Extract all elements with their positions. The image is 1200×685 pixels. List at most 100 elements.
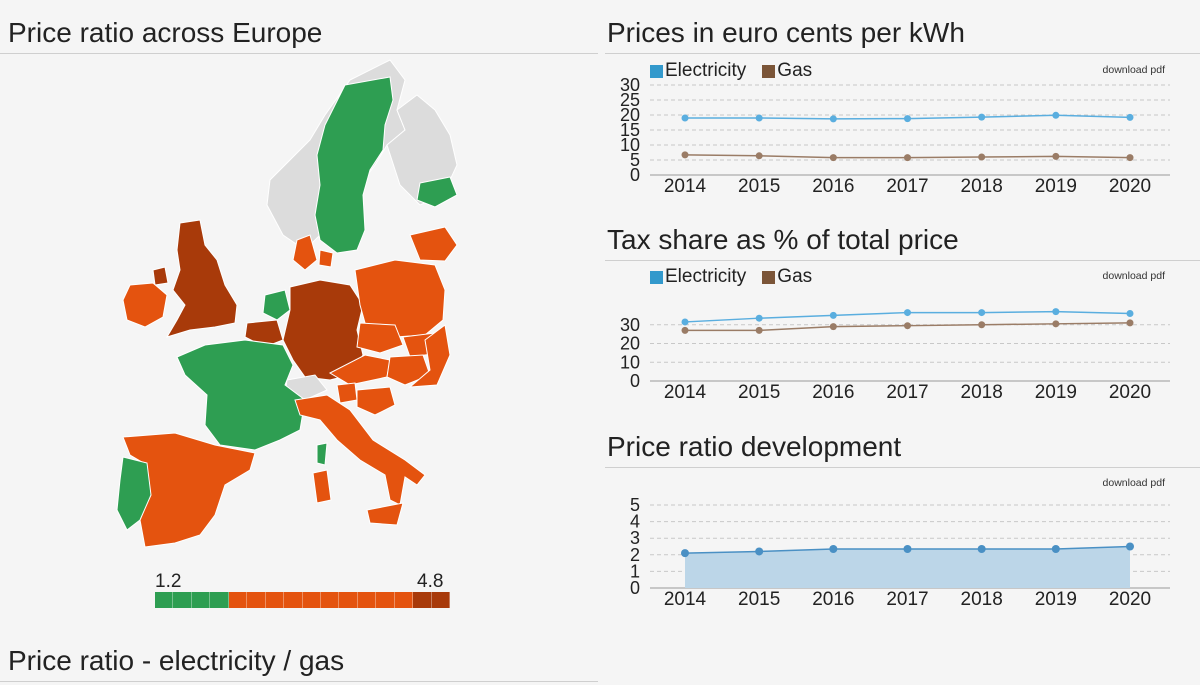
map-region-czechia[interactable] bbox=[356, 322, 404, 354]
y-tick-label: 1 bbox=[630, 561, 640, 581]
x-tick-label: 2020 bbox=[1109, 382, 1151, 403]
prices-chart-title: Prices in euro cents per kWh bbox=[607, 17, 965, 48]
gas-swatch bbox=[762, 270, 776, 284]
ratio-map-rule bbox=[0, 681, 598, 682]
legend-electricity[interactable]: Electricity bbox=[650, 60, 746, 82]
map-region-baltics[interactable] bbox=[416, 176, 458, 208]
electricity-point bbox=[681, 318, 689, 326]
map-region-lithuania[interactable] bbox=[409, 226, 458, 262]
x-tick-label: 2014 bbox=[664, 382, 707, 403]
gas-point bbox=[681, 151, 689, 159]
map-region-croatia[interactable] bbox=[356, 386, 396, 416]
ratio-chart-title: Price ratio development bbox=[607, 431, 902, 462]
x-tick-label: 2015 bbox=[738, 176, 780, 197]
y-tick-label: 10 bbox=[620, 352, 640, 372]
electricity-point bbox=[978, 309, 986, 317]
map-region-corsica[interactable] bbox=[316, 442, 328, 466]
y-tick-label: 0 bbox=[630, 165, 640, 185]
scale-segment bbox=[320, 592, 340, 608]
gas-point bbox=[1126, 319, 1134, 327]
download-pdf-link[interactable]: download pdf bbox=[1102, 477, 1165, 489]
x-tick-label: 2020 bbox=[1109, 589, 1151, 610]
ratio-point bbox=[755, 547, 764, 556]
y-tick-label: 5 bbox=[630, 150, 640, 170]
legend-electricity-label: Electricity bbox=[665, 266, 747, 287]
y-tick-label: 0 bbox=[630, 578, 640, 598]
scale-segment bbox=[210, 592, 229, 608]
electricity-point bbox=[829, 115, 837, 123]
x-tick-label: 2018 bbox=[961, 589, 1003, 610]
europe-map-svg bbox=[116, 59, 458, 548]
x-tick-label: 2018 bbox=[961, 382, 1003, 403]
ratio-map-title: Price ratio - electricity / gas bbox=[8, 645, 345, 676]
legend-gas[interactable]: Gas bbox=[762, 266, 812, 288]
ratio-area bbox=[685, 546, 1130, 588]
y-tick-label: 25 bbox=[620, 90, 640, 110]
x-tick-label: 2014 bbox=[664, 176, 707, 197]
scale-segment bbox=[265, 592, 285, 608]
europe-map[interactable] bbox=[105, 55, 485, 555]
y-tick-label: 4 bbox=[630, 512, 640, 532]
scale-segment bbox=[357, 592, 377, 608]
gas-point bbox=[904, 154, 911, 162]
electricity-point bbox=[755, 114, 763, 122]
tax-chart-title: Tax share as % of total price bbox=[607, 224, 959, 255]
gas-point bbox=[978, 321, 986, 329]
scale-segment bbox=[376, 592, 395, 608]
map-region-romania[interactable] bbox=[408, 324, 451, 388]
electricity-point bbox=[904, 115, 911, 123]
scale-segment bbox=[247, 592, 266, 608]
y-tick-label: 15 bbox=[620, 120, 640, 140]
gas-point bbox=[978, 153, 986, 161]
map-region-slovenia[interactable] bbox=[336, 382, 358, 404]
scale-segment bbox=[228, 592, 248, 608]
x-tick-label: 2019 bbox=[1035, 176, 1077, 197]
ratio-point bbox=[829, 544, 838, 553]
ratio-point bbox=[1126, 542, 1134, 551]
legend-gas-label: Gas bbox=[777, 266, 813, 287]
gas-point bbox=[829, 154, 837, 162]
map-region-france[interactable] bbox=[176, 339, 306, 451]
map-region-denmark-isle[interactable] bbox=[318, 249, 334, 268]
map-region-poland[interactable] bbox=[354, 259, 446, 338]
x-tick-label: 2016 bbox=[812, 589, 854, 610]
x-tick-label: 2017 bbox=[886, 589, 928, 610]
map-region-italy[interactable] bbox=[294, 394, 426, 506]
scale-segment bbox=[173, 592, 192, 608]
x-tick-label: 2015 bbox=[738, 589, 780, 610]
tax-legend: Electricity Gas bbox=[650, 266, 824, 288]
map-region-sweden[interactable] bbox=[314, 76, 394, 254]
map-region-uk[interactable] bbox=[165, 219, 238, 338]
electricity-swatch bbox=[650, 64, 663, 78]
map-region-northern-ireland[interactable] bbox=[152, 266, 169, 286]
map-region-netherlands[interactable] bbox=[262, 289, 291, 321]
download-pdf-link[interactable]: download pdf bbox=[1102, 270, 1165, 282]
gas-point bbox=[829, 323, 837, 331]
legend-gas[interactable]: Gas bbox=[762, 60, 812, 82]
electricity-point bbox=[1052, 308, 1060, 316]
electricity-point bbox=[755, 314, 763, 322]
x-tick-label: 2016 bbox=[812, 176, 854, 197]
map-title: Price ratio across Europe bbox=[8, 17, 323, 48]
ratio-point bbox=[681, 549, 689, 558]
map-region-sicily[interactable] bbox=[366, 502, 404, 526]
prices-legend: Electricity Gas bbox=[650, 60, 824, 82]
electricity-point bbox=[1126, 310, 1134, 317]
map-region-ireland[interactable] bbox=[122, 282, 168, 328]
x-tick-label: 2017 bbox=[886, 382, 928, 403]
x-tick-label: 2018 bbox=[961, 176, 1003, 197]
electricity-point bbox=[1052, 111, 1060, 119]
map-region-sardinia[interactable] bbox=[312, 469, 332, 504]
ratio-chart: download pdf 0 1 2 3 4 5 2014 2015 2016 2017 2018 2… bbox=[605, 473, 1195, 623]
y-tick-label: 10 bbox=[620, 135, 640, 155]
legend-electricity[interactable]: Electricity bbox=[650, 266, 746, 288]
gas-swatch bbox=[762, 64, 776, 78]
gas-point bbox=[904, 322, 911, 330]
ratio-point bbox=[977, 544, 986, 553]
map-region-denmark[interactable] bbox=[292, 234, 318, 271]
download-pdf-link[interactable]: download pdf bbox=[1102, 64, 1165, 76]
color-scale bbox=[155, 592, 450, 608]
map-region-portugal[interactable] bbox=[116, 456, 152, 531]
